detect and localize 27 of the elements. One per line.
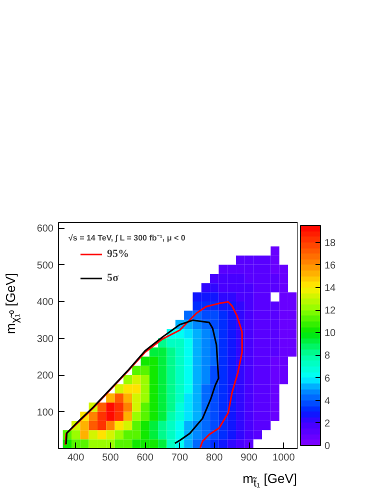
y-tick-label: 500	[36, 260, 54, 272]
color-bar-label: 14	[324, 283, 336, 294]
color-bar-label: 0	[324, 441, 330, 452]
color-bar-label: 12	[324, 306, 336, 317]
y-tick-label: 200	[36, 370, 54, 382]
color-bar-label: 6	[324, 373, 330, 384]
legend-label: 95%	[107, 248, 129, 260]
x-tick-label: 400	[67, 452, 85, 464]
y-tick-label: 600	[36, 224, 54, 235]
annotation: √s = 14 TeV, ∫ L = 300 fb⁻¹, μ < 0	[68, 234, 186, 242]
x-tick-label: 800	[206, 452, 224, 464]
x-axis-title: m$_{t̃₁}$ [GeV]	[242, 470, 297, 492]
color-bar-label: 2	[324, 418, 330, 430]
x-tick-label: 1000	[272, 452, 296, 464]
color-bar-label: 16	[324, 260, 336, 272]
color-bar-label: 4	[324, 396, 330, 407]
y-tick-label: 400	[36, 297, 54, 308]
color-bar-label: 8	[324, 350, 330, 362]
y-tick-label: 300	[36, 334, 54, 345]
x-tick-label: 700	[171, 452, 189, 464]
x-tick-label: 500	[102, 452, 120, 464]
color-bar-label: 18	[324, 238, 336, 249]
legend-label: 5σ	[107, 272, 120, 284]
x-tick-label: 900	[240, 452, 258, 464]
x-tick-label: 600	[136, 452, 154, 464]
color-bar-label: 10	[324, 328, 336, 340]
y-tick-label: 100	[36, 407, 54, 418]
